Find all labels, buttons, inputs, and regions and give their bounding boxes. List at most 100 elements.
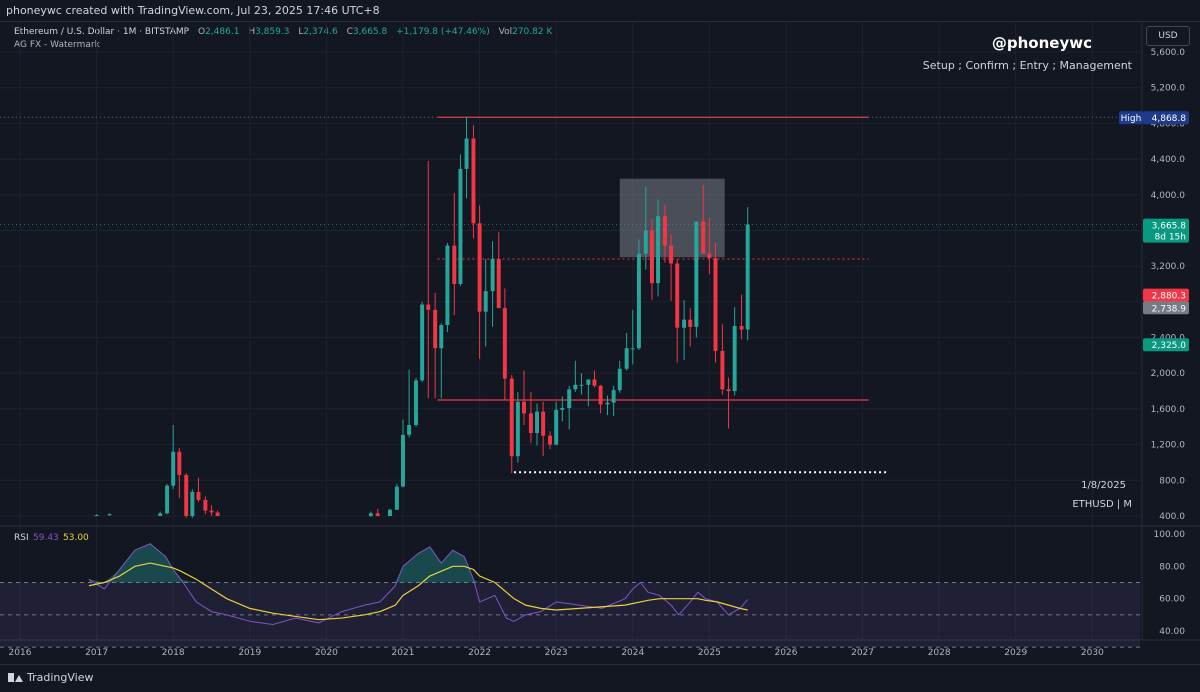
x-tick-label: 2030 (1081, 648, 1104, 658)
candle-body (483, 291, 488, 312)
rsi-line (88, 543, 749, 626)
rsi-label: RSI (14, 533, 29, 543)
close-label: C (346, 27, 353, 37)
candle-body (477, 223, 482, 312)
rsi-band (0, 582, 1140, 648)
candle-body (496, 259, 501, 309)
high-label: H (248, 27, 256, 37)
candle-body (464, 138, 469, 169)
rsi-value: 59.43 (33, 533, 59, 543)
candle-body (215, 512, 220, 516)
x-tick-label: 2021 (392, 648, 415, 658)
candle-body (528, 413, 533, 434)
grid-lines (0, 22, 1200, 641)
candles (94, 117, 750, 518)
price-badge-value: 3,665.8 (1152, 222, 1187, 232)
candle-body (649, 230, 654, 284)
candle-body (535, 411, 540, 434)
indicator-legend[interactable]: AG FX - Watermark (14, 40, 100, 50)
y-tick-label: 2,400.0 (1151, 334, 1186, 344)
candle-body (739, 325, 744, 330)
candle-body (471, 138, 476, 224)
rsi-tick-label: 80.00 (1159, 562, 1185, 572)
candle-body (375, 513, 380, 516)
candle-body (401, 434, 405, 487)
candle-body (617, 368, 622, 391)
candle-body (694, 221, 699, 327)
supply-zone-box (619, 178, 725, 258)
y-tick-label: 3,200.0 (1151, 262, 1186, 272)
price-badge-label: High (1121, 114, 1142, 124)
x-tick-label: 2025 (698, 648, 721, 658)
watermark-date: 1/8/2025 (1081, 480, 1126, 491)
supply-zone (619, 178, 725, 258)
candle-body (586, 379, 591, 385)
footer-bar: TradingView (0, 664, 1200, 692)
y-tick-label: 3,600.0 (1151, 226, 1186, 236)
candle-body (394, 486, 399, 510)
open-value: 2,486.1 (205, 27, 240, 37)
rsi-tick-label: 60.00 (1159, 595, 1185, 605)
candle-body (592, 379, 597, 386)
price-badge (1143, 301, 1189, 315)
candle-body (605, 402, 610, 405)
candle-body (656, 216, 661, 284)
candle-body (573, 384, 578, 390)
y-tick-label: 1,600.0 (1151, 405, 1186, 415)
candle-body (196, 491, 201, 500)
candle-body (688, 319, 693, 327)
y-tick-label: 800.0 (1159, 476, 1185, 486)
candle-body (203, 499, 208, 511)
candle-body (94, 515, 99, 517)
tradingview-brand[interactable]: TradingView (8, 671, 93, 684)
x-tick-label: 2027 (851, 648, 874, 658)
open-label: O (197, 27, 206, 37)
candle-body (624, 348, 629, 369)
low-label: L (298, 27, 304, 37)
candle-body (630, 348, 635, 350)
y-tick-label: 2,800.0 (1151, 298, 1186, 308)
candle-body (560, 408, 565, 410)
candle-body (515, 401, 520, 457)
price-badge (1143, 338, 1189, 352)
candle-body (707, 253, 712, 259)
candle-body (579, 384, 584, 386)
change-value: +1,179.8 (+47.46%) (396, 27, 490, 37)
x-tick-label: 2019 (238, 648, 261, 658)
candle-body (522, 401, 526, 414)
candle-body (407, 424, 412, 435)
x-tick-label: 2029 (1004, 648, 1027, 658)
candle-body (165, 485, 170, 514)
time-axis: 2016 2017 2018 2019 2020 2021 2022 2023 2024 2025… (9, 648, 1105, 658)
x-tick-label: 2016 (9, 648, 32, 658)
x-tick-label: 2026 (775, 648, 798, 658)
price-axis: 5,600.0 5,200.0 4,800.0 4,400.0 4,000.0 3,600… (1151, 48, 1186, 522)
candle-body (439, 325, 444, 349)
candle-body (433, 309, 438, 349)
candle-body (636, 253, 641, 349)
candle-body (611, 390, 616, 403)
y-tick-label: 1,200.0 (1151, 441, 1186, 451)
close-value: 3,665.8 (352, 27, 388, 37)
y-tick-label: 400.0 (1159, 512, 1185, 522)
currency-button[interactable]: USD (1146, 26, 1190, 46)
rsi-ma-line (88, 562, 748, 621)
rsi-overbought-fill (88, 543, 748, 583)
watermark-tagline: Setup ; Confirm ; Entry ; Management (922, 59, 1132, 72)
rsi-tick-label: 40.00 (1159, 627, 1185, 637)
low-value: 2,374.6 (303, 27, 338, 37)
x-tick-label: 2022 (468, 648, 491, 658)
y-tick-label: 4,800.0 (1151, 119, 1186, 129)
candle-body (732, 325, 737, 392)
candle-body (669, 245, 674, 264)
candle-body (171, 451, 176, 486)
candle-body (682, 319, 687, 328)
price-badge-value: 4,868.8 (1152, 114, 1187, 124)
brand-label: TradingView (27, 671, 94, 684)
price-badge (1143, 218, 1189, 243)
candle-body (420, 304, 425, 381)
candle-body (190, 491, 195, 516)
symbol-name: Ethereum / U.S. Dollar · 1M · BITSTAMP (14, 27, 190, 37)
